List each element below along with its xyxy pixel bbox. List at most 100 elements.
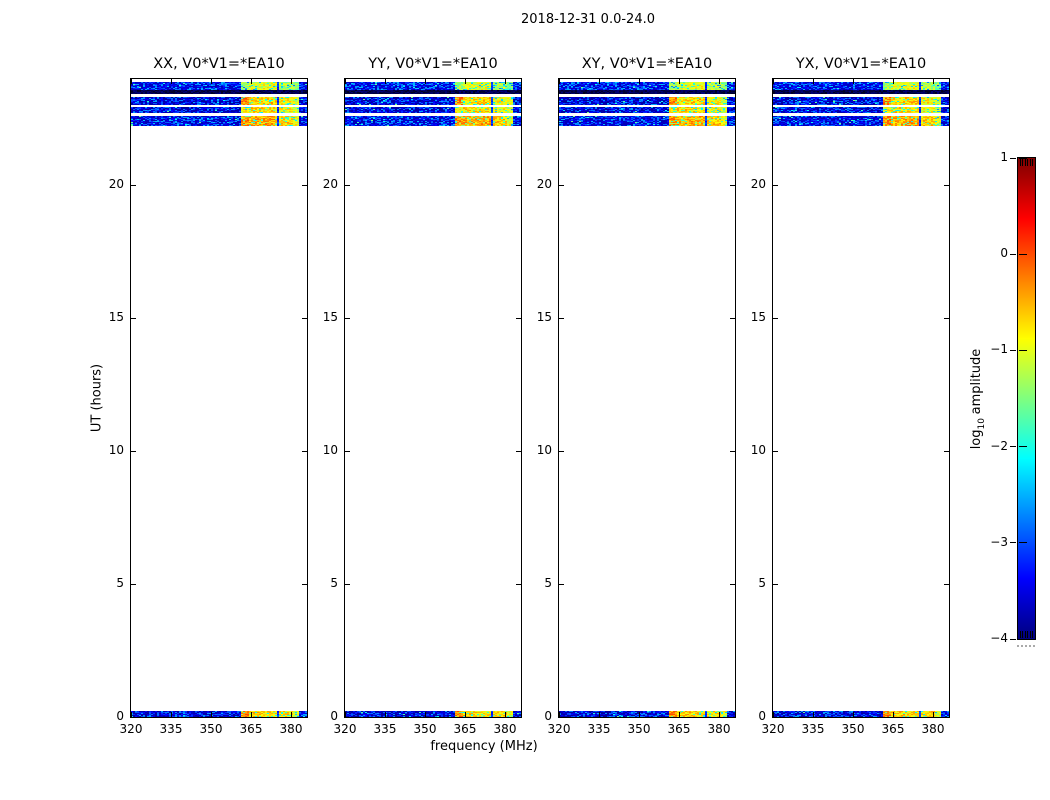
x-tick-label: 365 — [453, 722, 477, 736]
x-tick-mark — [893, 79, 894, 84]
x-tick-mark — [813, 712, 814, 717]
colorbar-tick-mark-inner — [1019, 446, 1027, 448]
x-tick-label: 320 — [119, 722, 143, 736]
x-tick-mark — [639, 712, 640, 717]
colorbar-tick-mark — [1010, 446, 1016, 448]
y-axis-label: UT (hours) — [89, 363, 105, 433]
y-tick-mark — [773, 184, 778, 186]
x-tick-mark — [291, 712, 292, 717]
y-tick-mark — [516, 317, 521, 319]
colorbar-tick-mark-inner — [1019, 542, 1027, 544]
panel-title-xx: XX, V0*V1=*EA10 — [153, 56, 285, 72]
x-tick-label: 335 — [801, 722, 825, 736]
figure-title: 2018-12-31 0.0-24.0 — [521, 12, 655, 27]
x-tick-label: 365 — [667, 722, 691, 736]
x-tick-label: 380 — [921, 722, 945, 736]
x-tick-mark — [679, 712, 680, 717]
y-tick-mark — [730, 184, 735, 186]
y-tick-mark — [131, 450, 136, 452]
colorbar-tick-label: 0 — [1000, 246, 1008, 261]
y-tick-label: 5 — [544, 576, 552, 591]
y-tick-mark — [345, 317, 350, 319]
x-tick-mark — [171, 712, 172, 717]
x-tick-mark — [719, 712, 720, 717]
y-tick-mark — [516, 583, 521, 585]
y-tick-mark — [345, 716, 350, 718]
colorbar-tick-mark — [1010, 253, 1016, 255]
x-tick-mark — [251, 79, 252, 84]
heatmap-canvas — [559, 79, 735, 717]
x-tick-mark — [893, 712, 894, 717]
x-tick-mark — [251, 712, 252, 717]
heatmap-canvas — [345, 79, 521, 717]
y-tick-mark — [131, 716, 136, 718]
colorbar-tick-mark — [1010, 638, 1016, 640]
y-tick-label: 10 — [536, 443, 552, 458]
colorbar-gradient — [1018, 158, 1035, 639]
colorbar-tick-label: 1 — [1000, 150, 1008, 164]
colorbar-tick-label: −2 — [990, 438, 1008, 453]
y-tick-label: 15 — [108, 310, 124, 325]
y-tick-label: 5 — [116, 576, 124, 591]
colorbar-tick-mark-inner — [1019, 253, 1027, 255]
x-tick-mark — [171, 79, 172, 84]
y-tick-label: 0 — [758, 709, 766, 723]
y-tick-mark — [516, 450, 521, 452]
y-tick-label: 20 — [750, 177, 766, 192]
x-tick-mark — [211, 712, 212, 717]
y-tick-mark — [730, 716, 735, 718]
x-tick-label: 350 — [413, 722, 437, 736]
y-tick-mark — [131, 583, 136, 585]
y-tick-label: 10 — [108, 443, 124, 458]
y-tick-mark — [516, 716, 521, 718]
colorbar-tick-mark-inner — [1019, 157, 1027, 159]
panel-title-yx: YX, V0*V1=*EA10 — [795, 56, 927, 72]
y-tick-label: 20 — [108, 177, 124, 192]
x-tick-mark — [345, 712, 346, 717]
colorbar-tick-mark-inner — [1019, 349, 1027, 351]
x-tick-label: 320 — [761, 722, 785, 736]
y-tick-label: 5 — [330, 576, 338, 591]
y-tick-mark — [773, 716, 778, 718]
x-tick-label: 365 — [239, 722, 263, 736]
y-tick-mark — [944, 184, 949, 186]
x-tick-mark — [933, 712, 934, 717]
x-tick-mark — [345, 79, 346, 84]
x-tick-mark — [385, 712, 386, 717]
x-tick-mark — [505, 79, 506, 84]
x-tick-label: 380 — [707, 722, 731, 736]
x-tick-mark — [853, 79, 854, 84]
colorbar-label-prefix: log — [969, 429, 985, 450]
x-axis-label: frequency (MHz) — [430, 739, 538, 754]
colorbar-label-sub: 10 — [976, 418, 987, 430]
x-tick-label: 365 — [881, 722, 905, 736]
y-tick-label: 0 — [116, 709, 124, 723]
y-tick-mark — [730, 450, 735, 452]
x-tick-label: 335 — [587, 722, 611, 736]
x-tick-label: 350 — [199, 722, 223, 736]
x-tick-mark — [853, 712, 854, 717]
colorbar-label: log10 amplitude — [969, 349, 987, 450]
colorbar-tick-mark-inner — [1019, 638, 1027, 640]
x-tick-mark — [425, 79, 426, 84]
y-tick-label: 0 — [330, 709, 338, 723]
y-tick-label: 15 — [536, 310, 552, 325]
x-tick-mark — [291, 79, 292, 84]
y-tick-mark — [302, 450, 307, 452]
y-tick-label: 20 — [536, 177, 552, 192]
y-tick-mark — [516, 184, 521, 186]
y-tick-mark — [559, 716, 564, 718]
y-tick-mark — [730, 317, 735, 319]
y-tick-mark — [730, 583, 735, 585]
x-tick-mark — [131, 79, 132, 84]
y-tick-mark — [345, 450, 350, 452]
y-tick-label: 0 — [544, 709, 552, 723]
x-tick-mark — [599, 79, 600, 84]
colorbar-tick-label: −1 — [990, 342, 1008, 357]
y-tick-mark — [944, 583, 949, 585]
x-tick-mark — [131, 712, 132, 717]
y-tick-mark — [559, 450, 564, 452]
x-tick-label: 320 — [547, 722, 571, 736]
panel-title-xy: XY, V0*V1=*EA10 — [581, 56, 713, 72]
colorbar-tick-mark — [1010, 542, 1016, 544]
